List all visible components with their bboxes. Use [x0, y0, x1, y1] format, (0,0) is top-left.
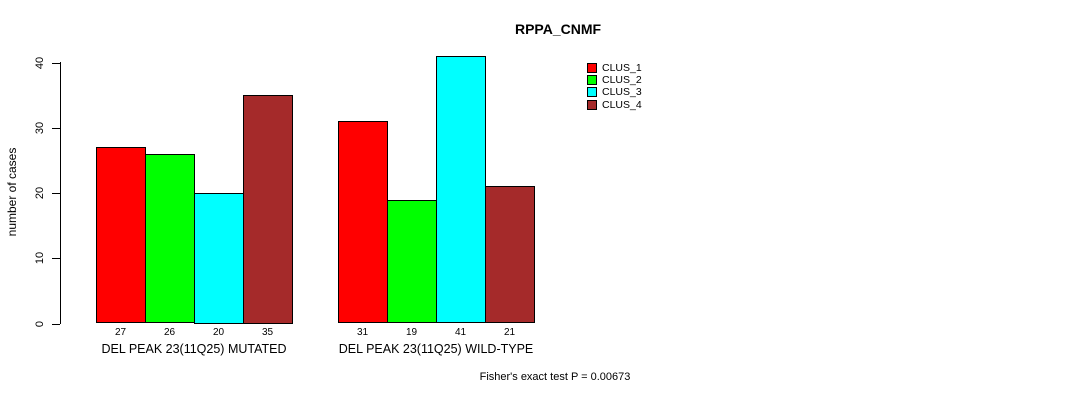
legend-swatch-clus_3	[587, 87, 597, 98]
bar-clus_4-group1	[243, 95, 293, 324]
legend-swatch-clus_2	[587, 74, 597, 85]
legend-swatch-clus_4	[587, 99, 597, 110]
x-group-label: DEL PEAK 23(11Q25) WILD-TYPE	[338, 342, 534, 356]
y-tick-mark	[52, 193, 60, 194]
legend-item: CLUS_4	[587, 98, 642, 111]
bar-value-label: 41	[454, 327, 467, 338]
bar-value-label: 19	[405, 327, 418, 338]
y-tick-label: 10	[34, 252, 46, 265]
bar-value-label: 35	[261, 327, 274, 338]
legend: CLUS_1 CLUS_2 CLUS_3 CLUS_4	[587, 61, 642, 111]
bar-clus_3-group1	[194, 193, 244, 324]
legend-item: CLUS_1	[587, 61, 642, 74]
y-tick-mark	[52, 62, 60, 64]
bar-clus_2-group2	[387, 199, 437, 324]
y-axis-line	[60, 62, 61, 324]
y-tick-label: 20	[34, 186, 46, 200]
bar-value-label: 31	[356, 327, 369, 338]
bar-value-label: 20	[212, 327, 225, 338]
y-tick-mark	[52, 127, 60, 129]
x-group-label: DEL PEAK 23(11Q25) MUTATED	[101, 342, 287, 356]
y-axis-label: number of cases	[5, 147, 19, 237]
legend-item: CLUS_3	[587, 86, 642, 99]
bar-clus_4-group2	[485, 186, 535, 324]
y-tick-mark	[52, 323, 60, 325]
legend-label: CLUS_4	[602, 98, 642, 111]
y-tick-label: 40	[34, 56, 46, 69]
legend-label: CLUS_3	[602, 86, 642, 99]
bar-clus_1-group1	[96, 147, 146, 324]
stat-note: Fisher's exact test P = 0.00673	[479, 371, 631, 383]
bar-clus_1-group2	[338, 121, 388, 324]
bar-clus_2-group1	[145, 153, 195, 324]
legend-label: CLUS_1	[602, 61, 642, 74]
bar-value-label: 27	[114, 327, 127, 338]
chart-title: RPPA_CNMF	[514, 21, 602, 37]
legend-label: CLUS_2	[602, 73, 642, 86]
legend-item: CLUS_2	[587, 73, 642, 86]
bar-value-label: 21	[503, 327, 516, 338]
legend-swatch-clus_1	[587, 62, 597, 73]
y-tick-label: 0	[34, 320, 46, 327]
bar-clus_3-group2	[436, 55, 486, 324]
y-tick-mark	[52, 258, 60, 260]
bar-value-label: 26	[163, 327, 176, 338]
y-tick-label: 30	[34, 121, 46, 134]
